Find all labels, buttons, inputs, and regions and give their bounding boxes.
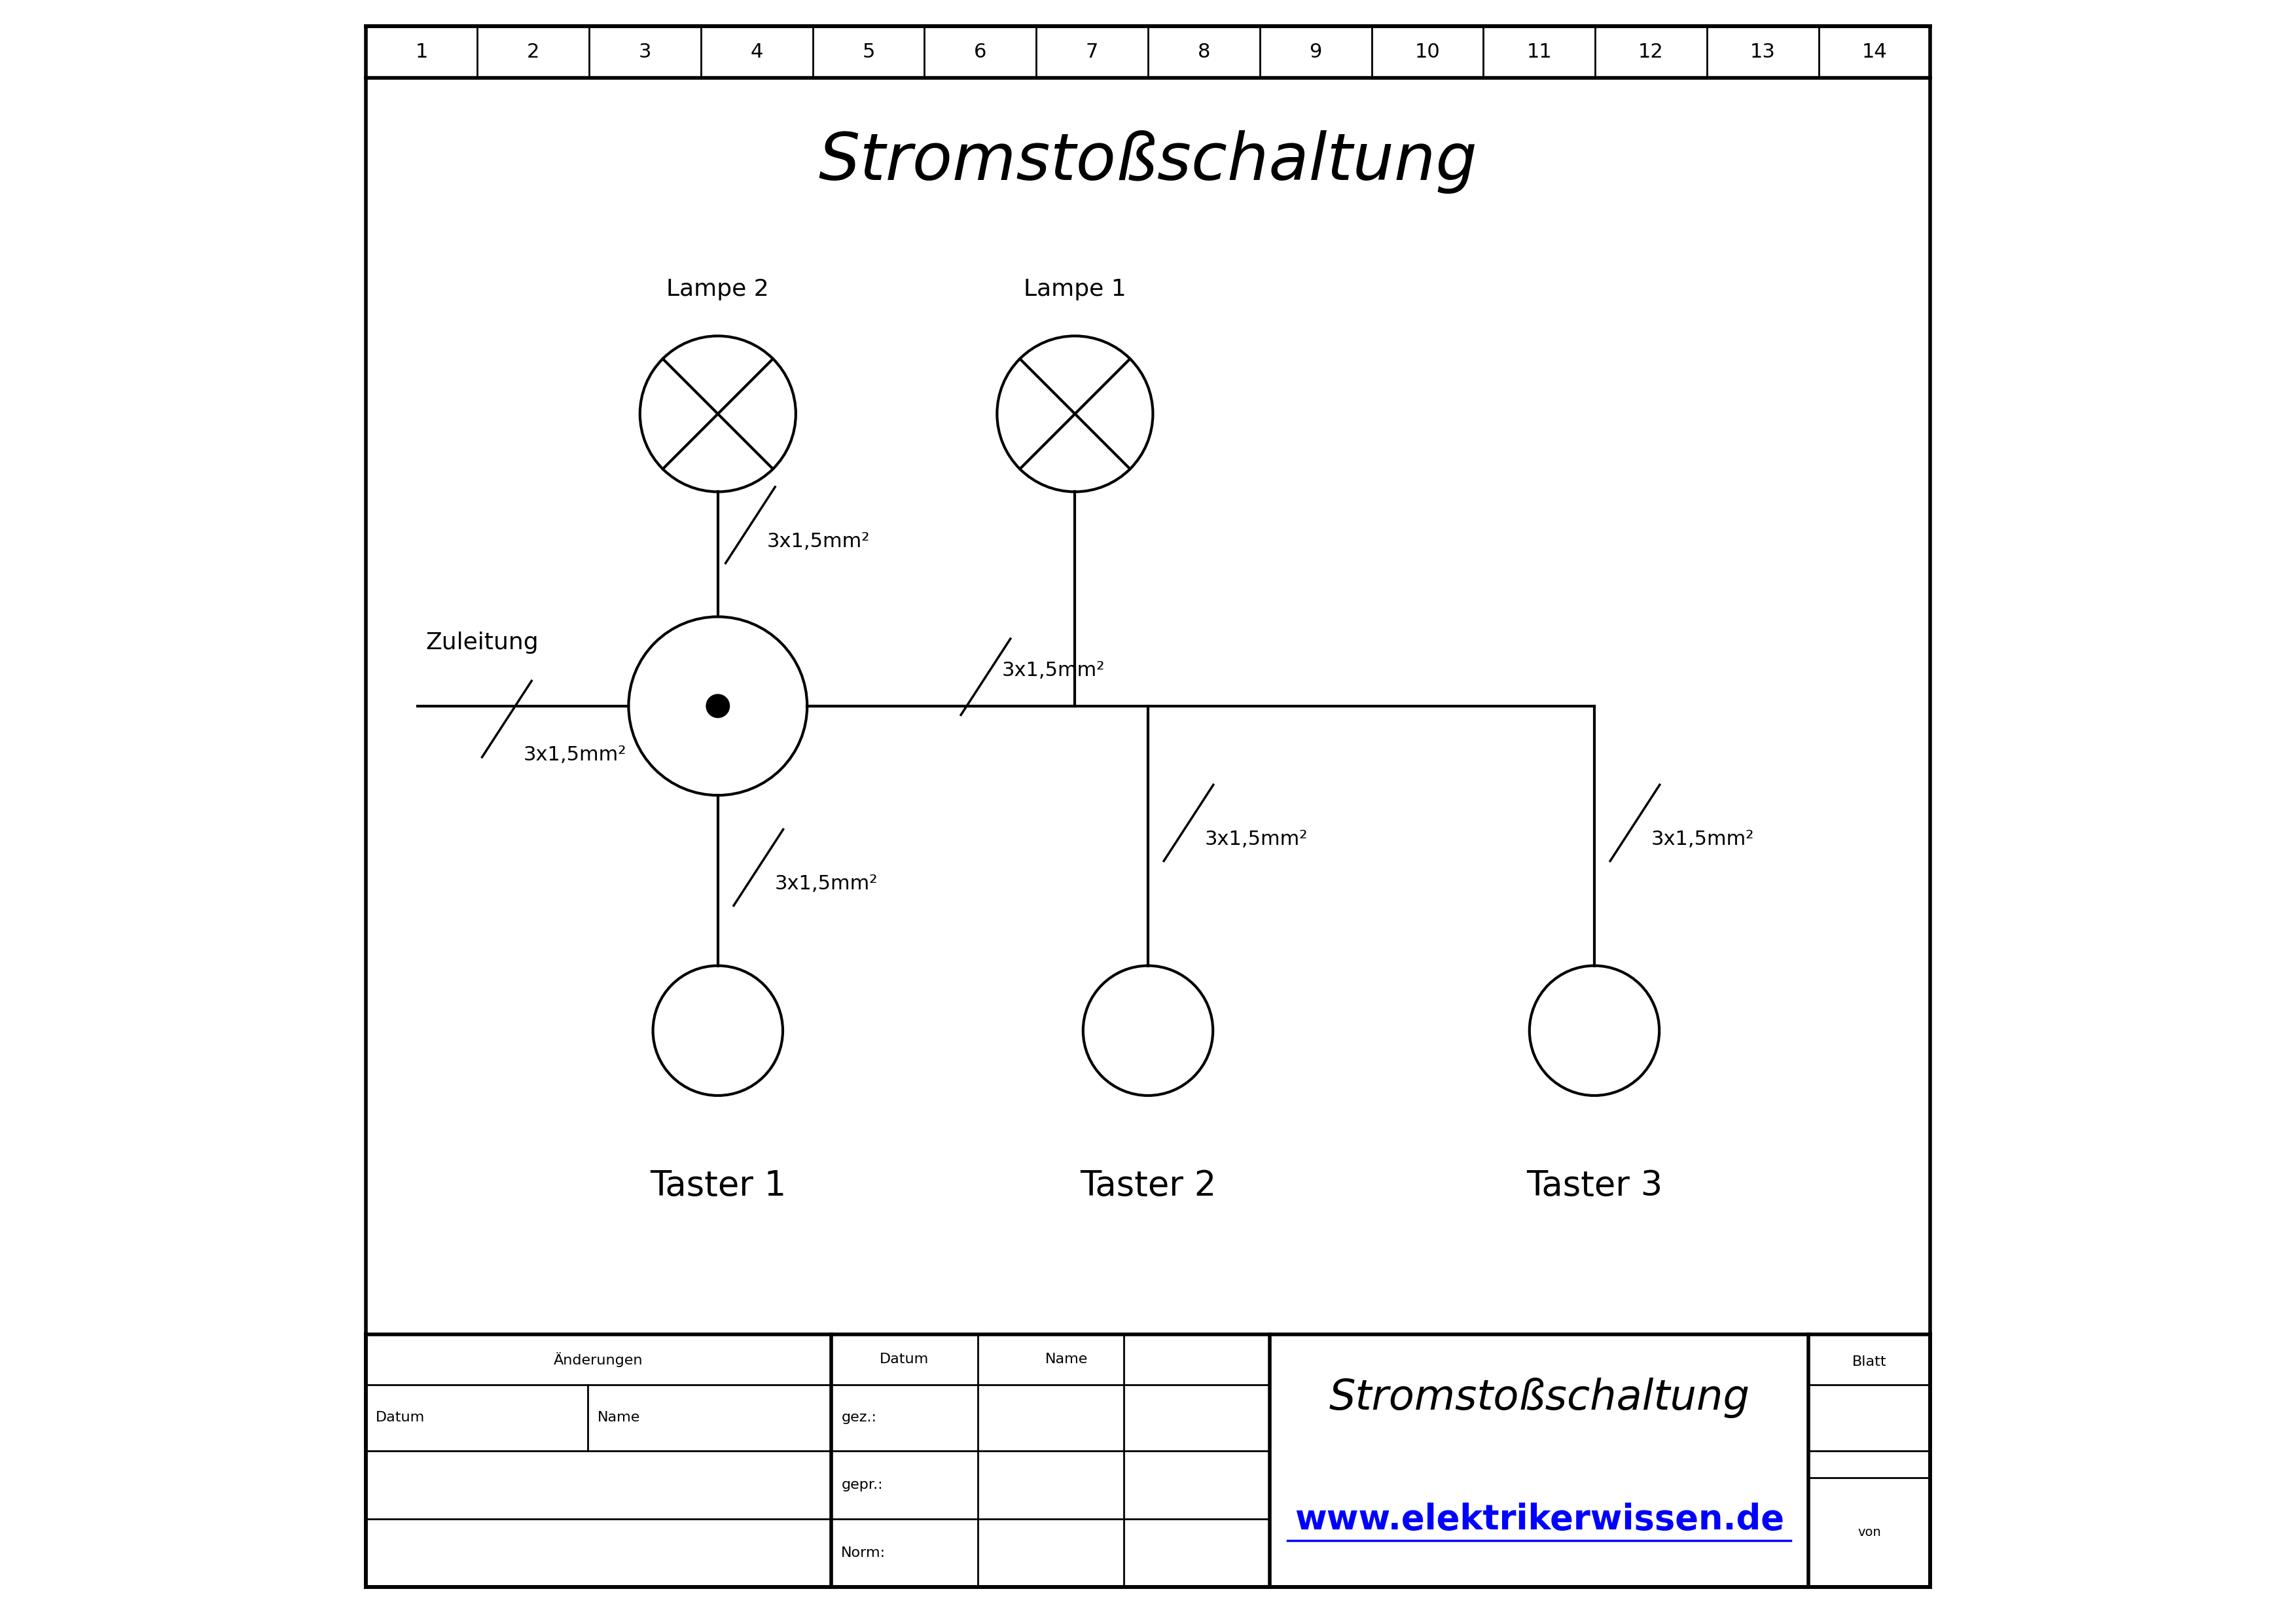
Text: www.elektrikerwissen.de: www.elektrikerwissen.de bbox=[1295, 1503, 1784, 1537]
Text: 12: 12 bbox=[1639, 42, 1665, 62]
Text: 1: 1 bbox=[416, 42, 427, 62]
Text: 3x1,5mm²: 3x1,5mm² bbox=[1651, 829, 1754, 849]
Text: Datum: Datum bbox=[879, 1354, 930, 1367]
Text: gepr.:: gepr.: bbox=[840, 1479, 884, 1492]
Text: Norm:: Norm: bbox=[840, 1547, 886, 1560]
Text: 2: 2 bbox=[528, 42, 540, 62]
Text: 3x1,5mm²: 3x1,5mm² bbox=[767, 532, 870, 550]
Text: 7: 7 bbox=[1086, 42, 1097, 62]
Text: Datum: Datum bbox=[374, 1410, 425, 1425]
Text: 13: 13 bbox=[1750, 42, 1775, 62]
Text: Stromstoßschaltung: Stromstoßschaltung bbox=[1329, 1378, 1750, 1419]
Text: Lampe 2: Lampe 2 bbox=[666, 278, 769, 300]
Text: 3: 3 bbox=[638, 42, 652, 62]
Text: Taster 2: Taster 2 bbox=[1079, 1169, 1217, 1203]
Text: 3x1,5mm²: 3x1,5mm² bbox=[1001, 661, 1104, 680]
Text: 5: 5 bbox=[863, 42, 875, 62]
Text: 9: 9 bbox=[1309, 42, 1322, 62]
Text: 14: 14 bbox=[1862, 42, 1887, 62]
Text: von: von bbox=[1857, 1526, 1880, 1539]
Text: Taster 3: Taster 3 bbox=[1527, 1169, 1662, 1203]
Text: Zuleitung: Zuleitung bbox=[425, 631, 540, 654]
Text: 3x1,5mm²: 3x1,5mm² bbox=[774, 875, 877, 893]
Text: 8: 8 bbox=[1199, 42, 1210, 62]
Text: 11: 11 bbox=[1527, 42, 1552, 62]
Text: Änderungen: Änderungen bbox=[553, 1352, 643, 1367]
Circle shape bbox=[707, 695, 730, 717]
Text: Stromstoßschaltung: Stromstoßschaltung bbox=[817, 130, 1479, 195]
Text: Name: Name bbox=[597, 1410, 641, 1425]
Text: Lampe 1: Lampe 1 bbox=[1024, 278, 1127, 300]
Text: Blatt: Blatt bbox=[1853, 1355, 1887, 1368]
Text: 3x1,5mm²: 3x1,5mm² bbox=[523, 745, 627, 764]
Text: Name: Name bbox=[1045, 1354, 1088, 1367]
Text: 10: 10 bbox=[1414, 42, 1440, 62]
Text: 4: 4 bbox=[751, 42, 762, 62]
Text: 3x1,5mm²: 3x1,5mm² bbox=[1205, 829, 1309, 849]
Text: Taster 1: Taster 1 bbox=[650, 1169, 785, 1203]
Text: 6: 6 bbox=[974, 42, 987, 62]
Text: gez.:: gez.: bbox=[840, 1410, 877, 1425]
